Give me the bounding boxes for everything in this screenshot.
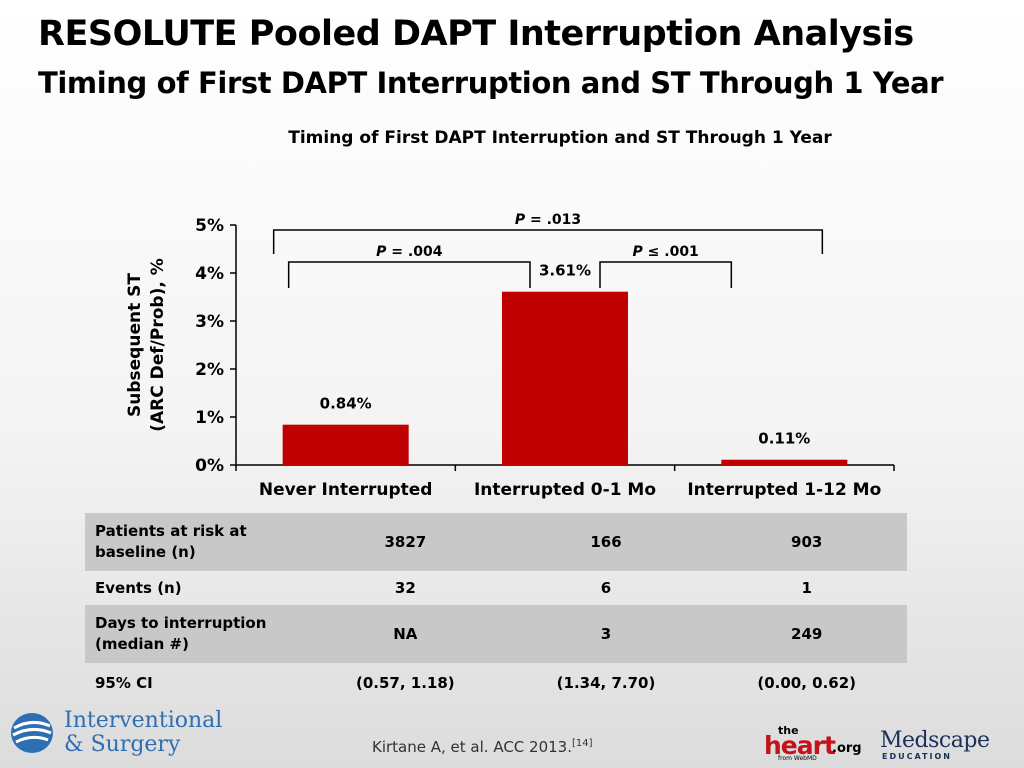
medscape-logo: Medscape EDUCATION	[880, 728, 990, 764]
p-value-label: P = .004	[376, 244, 443, 260]
y-tick-label: 3%	[195, 312, 224, 332]
table-cell: 3	[600, 625, 612, 643]
medscape-sub: EDUCATION	[882, 752, 952, 761]
row-label: Patients at risk at baseline (n)	[95, 522, 247, 561]
table-cell: 32	[394, 579, 416, 597]
globe-icon	[11, 713, 53, 753]
table-cell: 903	[791, 533, 823, 551]
y-axis-label: Subsequent ST	[125, 273, 145, 417]
table-row: Patients at risk at baseline (n) 3827 16…	[85, 513, 907, 571]
logo-line-1: Interventional	[64, 708, 223, 733]
slide-subtitle: Timing of First DAPT Interruption and ST…	[38, 66, 944, 100]
row-label: Events (n)	[95, 578, 182, 597]
x-tick-label: Interrupted 1-12 Mo	[687, 480, 881, 500]
heart-logo-the: the	[778, 724, 799, 737]
table-cell: 1	[801, 579, 812, 597]
bar	[282, 424, 409, 465]
logo-line-2: & Surgery	[64, 732, 181, 757]
citation-text: Kirtane A, et al. ACC 2013.	[372, 738, 572, 756]
significance-bracket	[599, 261, 733, 288]
table-row: Days to interruption (median #) NA 3 249	[85, 605, 907, 663]
stats-table: Patients at risk at baseline (n) 3827 16…	[85, 513, 907, 703]
citation-ref: [14]	[571, 738, 593, 749]
y-tick-label: 5%	[195, 216, 224, 236]
y-tick-label: 4%	[195, 264, 224, 284]
heart-logo-heart: heart	[764, 731, 836, 760]
table-cell: 166	[590, 533, 622, 551]
table-cell: NA	[393, 625, 418, 643]
row-label: Days to interruption (median #)	[95, 614, 267, 653]
bar-chart: 0% 1% 2% 3% 4% 5% Subsequent ST (ARC Def/Prob),…	[125, 212, 895, 500]
significance-bracket	[272, 229, 824, 254]
interventional-surgery-logo: Interventional & Surgery	[8, 708, 223, 760]
bar-value-label: 3.61%	[539, 262, 591, 280]
bar-value-label: 0.84%	[320, 395, 372, 413]
chart-title: Timing of First DAPT Interruption and ST…	[288, 128, 832, 148]
medscape-name: Medscape	[880, 728, 990, 753]
citation: Kirtane A, et al. ACC 2013.[14]	[372, 738, 593, 756]
heart-logo-from: from WebMD	[778, 755, 817, 762]
y-tick-label: 2%	[195, 360, 224, 380]
p-value-label: P ≤ .001	[633, 244, 699, 260]
table-row: Events (n) 32 6 1	[85, 571, 907, 605]
table-row: 95% CI (0.57, 1.18) (1.34, 7.70) (0.00, …	[85, 663, 907, 703]
bar	[502, 291, 628, 465]
theheart-logo: the heart .org from WebMD	[764, 724, 874, 764]
table-cell: (0.00, 0.62)	[757, 674, 856, 692]
y-axis-label: (ARC Def/Prob), %	[148, 258, 168, 432]
y-tick-label: 0%	[195, 456, 224, 476]
x-tick-label: Interrupted 0-1 Mo	[474, 480, 656, 500]
bar-value-label: 0.11%	[758, 430, 810, 448]
x-tick-label: Never Interrupted	[259, 480, 433, 500]
table-cell: (0.57, 1.18)	[356, 674, 455, 692]
slide-title: RESOLUTE Pooled DAPT Interruption Analys…	[38, 14, 914, 54]
p-value-label: P = .013	[515, 212, 581, 228]
table-cell: 6	[600, 579, 612, 597]
table-cell: (1.34, 7.70)	[556, 674, 656, 692]
bar	[721, 459, 848, 465]
row-label: 95% CI	[95, 673, 153, 692]
table-cell: 249	[791, 625, 823, 643]
table-cell: 3827	[384, 533, 427, 551]
y-tick-label: 1%	[195, 408, 224, 428]
heart-logo-org: .org	[832, 741, 862, 756]
significance-bracket	[287, 261, 531, 288]
